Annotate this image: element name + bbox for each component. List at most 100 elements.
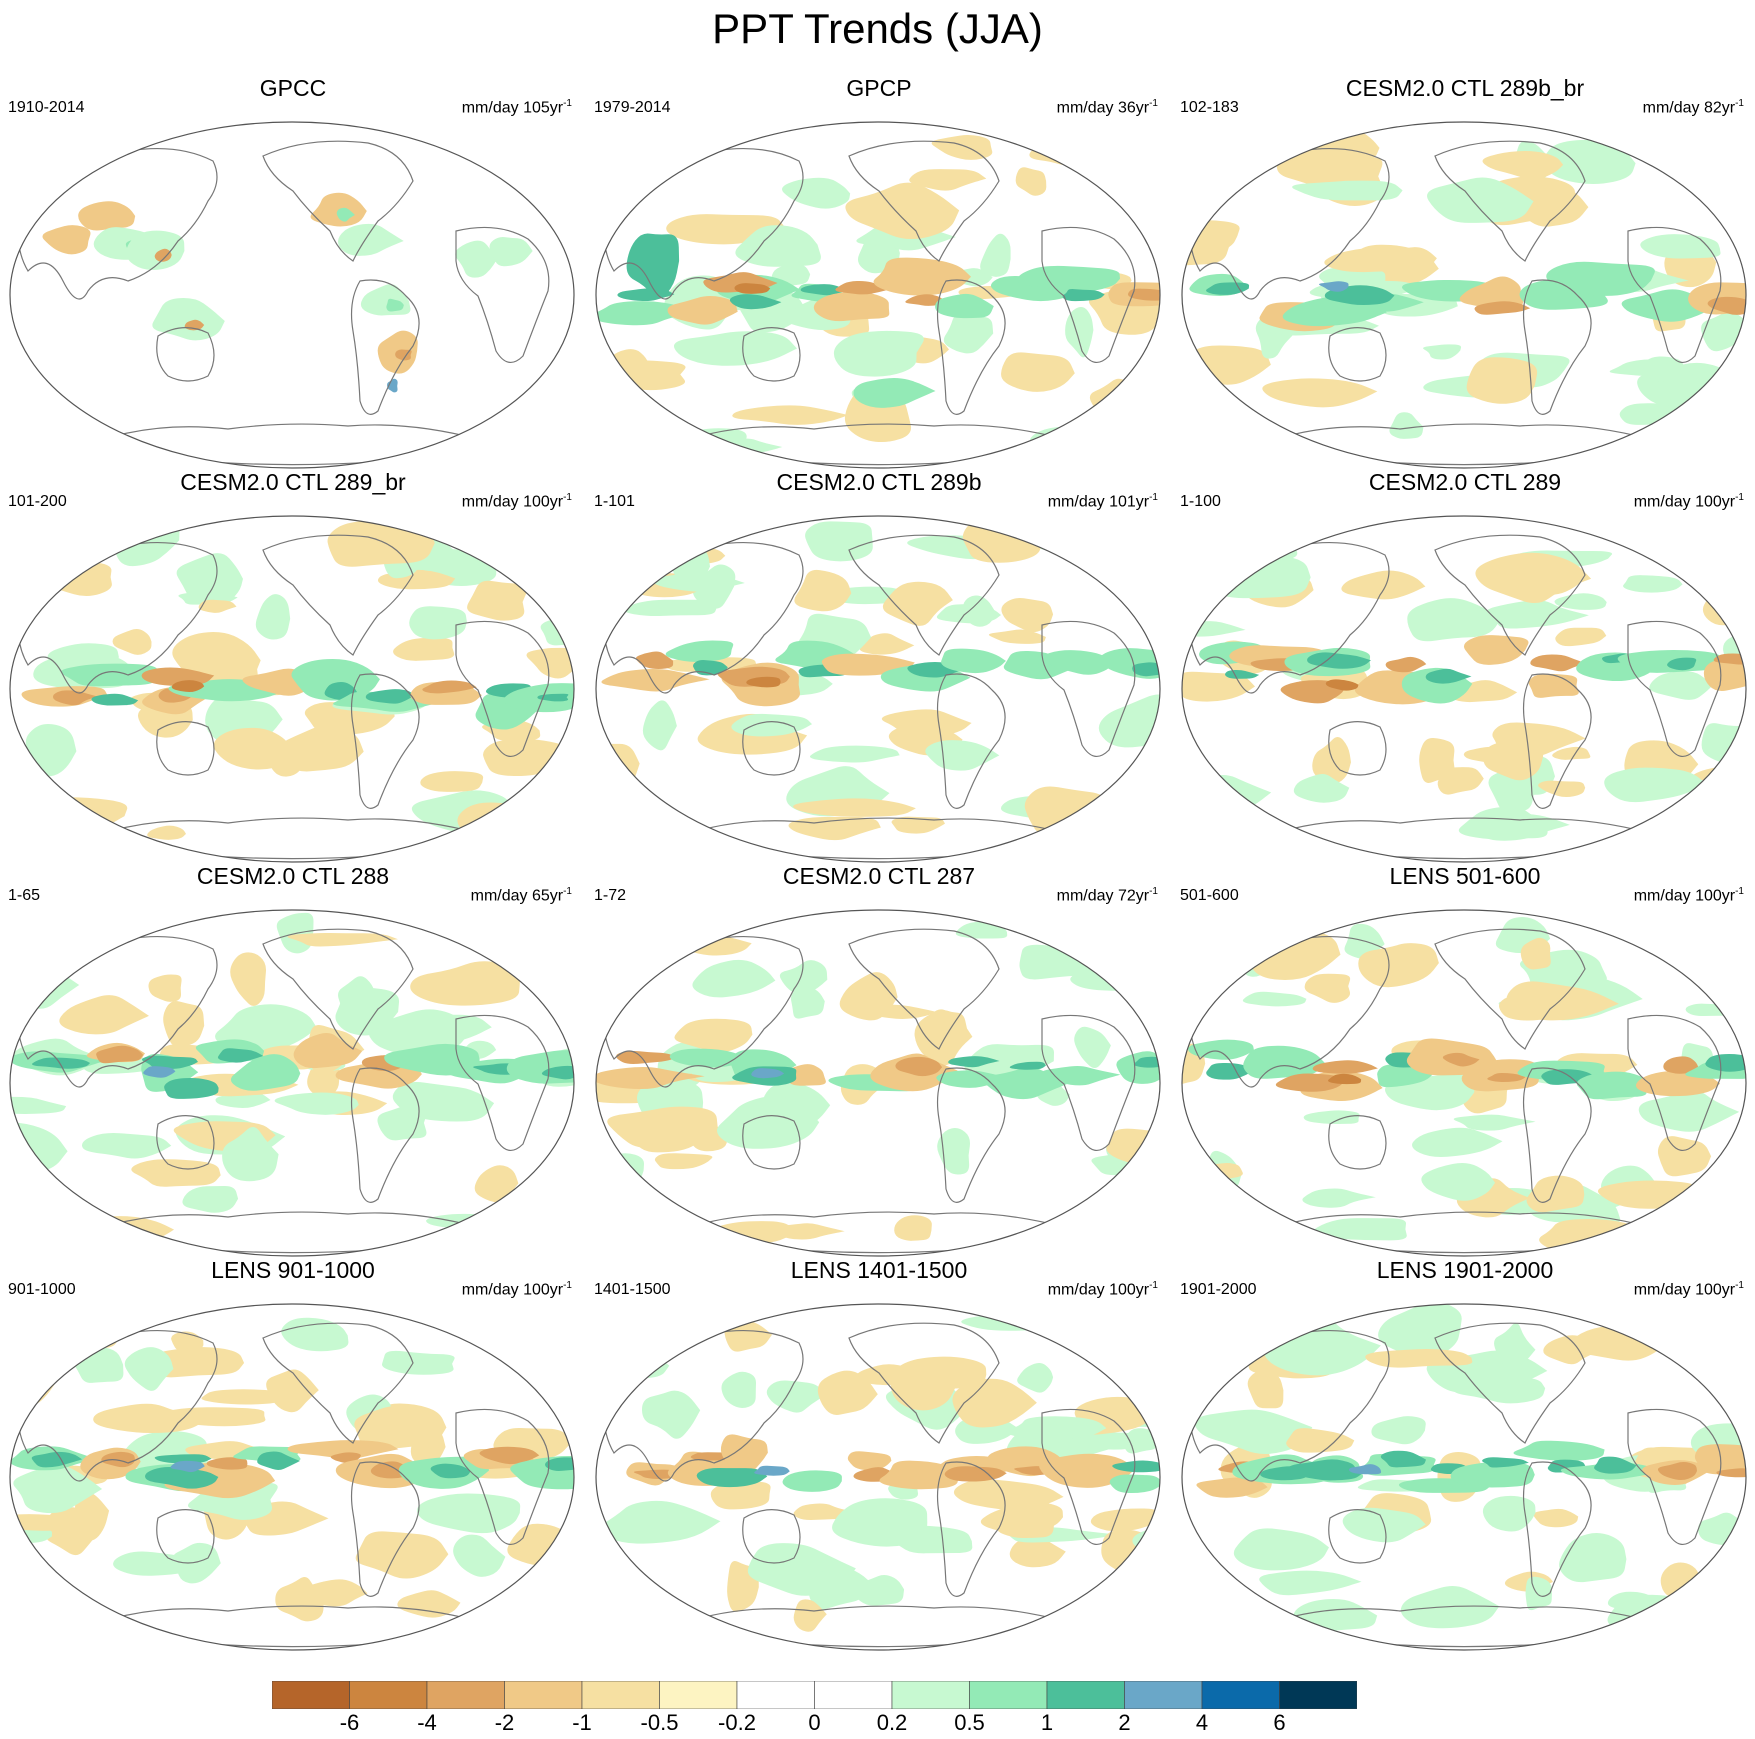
australia-outline [742, 1115, 801, 1170]
north-america-outline [848, 1322, 1000, 1444]
trend-contour [1716, 1468, 1746, 1478]
trend-contour [1312, 1060, 1378, 1074]
world-map [9, 121, 575, 469]
units-text: mm/day 36yr [1056, 99, 1150, 117]
trend-contour [782, 177, 851, 209]
south-america-outline [936, 673, 1006, 809]
units-text: mm/day 72yr [1056, 887, 1150, 905]
colorbar-tick-label: -1 [572, 1710, 592, 1735]
trend-contour [1348, 1464, 1382, 1475]
trend-contour [626, 233, 680, 298]
north-america-outline [262, 1322, 414, 1444]
trend-contour [1482, 151, 1564, 180]
colorbar-tick-label: 6 [1273, 1710, 1286, 1735]
trend-contour [1182, 222, 1230, 267]
colorbar-box [581, 1681, 660, 1709]
trend-contour [601, 669, 710, 692]
colorbar-box [349, 1681, 428, 1709]
trend-field [596, 521, 1160, 846]
trend-contour [1412, 1127, 1503, 1158]
panel-title: GPCP [846, 75, 912, 101]
trend-contour [365, 689, 414, 704]
trend-field [1182, 531, 1746, 841]
trend-contour [32, 1057, 91, 1069]
trend-contour [1182, 345, 1271, 385]
trend-contour [291, 658, 380, 701]
panel-units: mm/day 101yr-1 [1048, 488, 1158, 512]
trend-contour [961, 1315, 1072, 1331]
trend-contour [172, 632, 261, 682]
trend-contour [1133, 1056, 1160, 1068]
trend-contour [327, 520, 435, 567]
trend-contour [1182, 621, 1246, 637]
africa-outline [455, 1014, 550, 1151]
trend-contour [182, 1185, 239, 1213]
map-outline [595, 1303, 1161, 1651]
trend-contour [1124, 401, 1160, 456]
trend-contour [793, 798, 916, 817]
map-panel: CESM2.0 CTL 289 1-100 mm/day 100yr-1 [1172, 468, 1755, 863]
trend-contour [338, 976, 377, 1021]
trend-contour [1385, 656, 1427, 673]
trend-contour [1378, 1304, 1462, 1358]
trend-contour [1293, 773, 1350, 803]
trend-contour [1475, 552, 1592, 604]
panel-period: 1-72 [594, 887, 627, 904]
trend-contour [13, 1465, 103, 1514]
units-exponent: -1 [1735, 98, 1744, 109]
panel-period: 501-600 [1180, 887, 1239, 904]
trend-contour [667, 296, 738, 325]
panel-period: 1-101 [594, 493, 635, 510]
panel-title: CESM2.0 CTL 288 [196, 863, 390, 889]
australia-outline [1328, 1509, 1387, 1564]
trend-contour [596, 530, 635, 573]
trend-contour [1328, 1073, 1362, 1085]
colorbar-tick-label: 1 [1040, 1710, 1054, 1735]
trend-contour [10, 1096, 67, 1114]
trend-contour [1705, 1053, 1746, 1072]
africa-outline [1627, 620, 1722, 757]
antarctica-outline [1268, 817, 1652, 860]
trend-contour [1552, 746, 1591, 760]
trend-contour [1702, 580, 1746, 626]
trend-contour [147, 825, 186, 840]
trend-contour [1463, 746, 1519, 763]
trend-contour [474, 1165, 519, 1203]
trend-contour [891, 816, 945, 834]
colorbar-tick-label: 4 [1195, 1710, 1209, 1735]
trend-contour [779, 960, 828, 994]
trend-contour [674, 1018, 753, 1053]
trend-contour [1358, 943, 1439, 988]
australia-outline [742, 721, 801, 776]
trend-contour [672, 545, 710, 583]
trend-contour [420, 771, 484, 792]
trend-contour [395, 349, 412, 361]
trend-contour [230, 952, 267, 1006]
trend-contour [1486, 600, 1589, 629]
antarctica-outline [96, 423, 480, 466]
world-map [595, 1303, 1161, 1651]
trend-contour [1017, 1362, 1054, 1393]
trend-contour [510, 1456, 574, 1490]
trend-contour [729, 294, 782, 310]
world-map [1181, 909, 1747, 1257]
trend-contour [15, 797, 128, 833]
trend-contour [1365, 1349, 1473, 1368]
trend-contour [96, 1045, 144, 1064]
trend-contour [813, 291, 890, 322]
south-america-outline [350, 279, 420, 415]
trend-contour [1259, 1570, 1362, 1596]
trend-contour [1204, 1163, 1243, 1179]
north-america-outline [848, 534, 1000, 656]
trend-contour [1371, 1416, 1426, 1445]
trend-contour [623, 599, 717, 617]
trend-contour [1015, 167, 1047, 196]
asia-outline [1189, 935, 1390, 1088]
trend-contour [93, 1403, 208, 1434]
africa-outline [455, 620, 550, 757]
trend-contour [1325, 679, 1359, 691]
trend-contour [1099, 1190, 1147, 1232]
australia-outline [156, 1115, 215, 1170]
trend-contour [735, 225, 821, 267]
trend-contour [230, 1054, 301, 1091]
